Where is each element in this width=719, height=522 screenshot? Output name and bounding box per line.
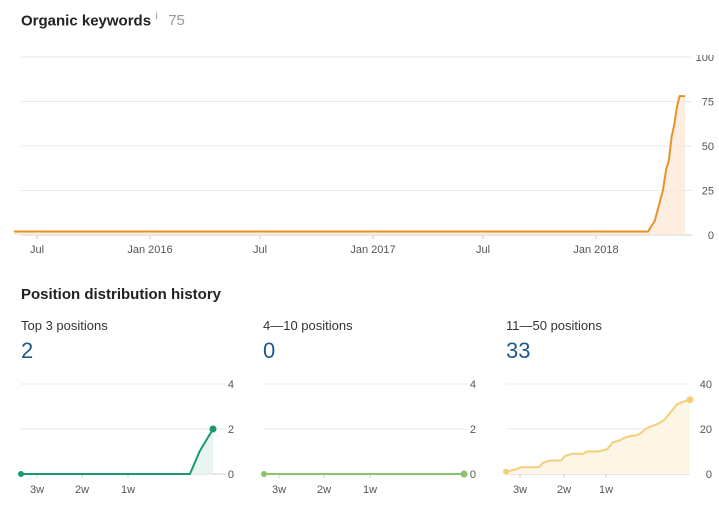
series-start-point [261,471,267,477]
y-tick-label: 75 [702,97,714,109]
y-tick-label: 20 [700,424,712,436]
y-tick-label: 2 [228,424,234,436]
x-tick-label: 1w [599,484,613,496]
x-tick-label: 2w [75,484,89,496]
top3-chart: 4 2 0 3w 2w 1w [18,379,234,496]
x-tick-label: 3w [513,484,527,496]
y-tick-label: 40 [700,379,712,391]
series-line [21,428,214,475]
y-tick-label: 4 [228,379,234,391]
position-distribution-title: Position distribution history [21,286,221,303]
pos4-10-value: 0 [263,338,276,363]
series-start-point [18,471,24,477]
organic-keywords-header: Organic keywords i 75 [21,11,185,30]
series-end-point [209,425,217,433]
organic-line [14,95,685,233]
y-tick-label: 0 [708,230,714,242]
y-tick-label: 100 [696,55,714,64]
x-tick-label: Jan 2017 [350,244,395,256]
pos11-50-value: 33 [506,338,531,363]
y-tick-label: 2 [470,424,476,436]
organic-keywords-count: 75 [168,12,185,30]
y-tick-label: 0 [706,469,712,481]
organic-keywords-chart: 100 75 50 25 0 Jul Jan 2016 Jul Jan 2017 Jul Jan 2… [14,55,714,256]
x-tick-label: 1w [363,484,377,496]
x-tick-label: Jul [476,244,490,256]
x-tick-label: 3w [30,484,44,496]
x-tick-label: 3w [272,484,286,496]
y-tick-label: 25 [702,186,714,198]
y-tick-label: 50 [702,141,714,153]
x-tick-label: 2w [557,484,571,496]
x-tick-label: 2w [317,484,331,496]
x-tick-label: 1w [121,484,135,496]
pos11-50-chart: 40 20 0 3w 2w 1w [503,379,712,496]
series-area [506,399,690,474]
series-end-point [460,470,468,478]
y-tick-label: 0 [228,469,234,481]
top3-label: Top 3 positions [21,318,108,333]
organic-area [14,96,685,235]
y-tick-label: 4 [470,379,476,391]
series-area [21,429,213,474]
top3-value: 2 [21,338,34,363]
series-line [505,398,691,473]
x-tick-label: Jul [253,244,267,256]
info-icon[interactable]: i [155,11,158,22]
pos4-10-chart: 4 2 0 3w 2w 1w [261,379,476,496]
y-tick-label: 0 [470,469,476,481]
organic-keywords-title: Organic keywords [21,12,152,30]
x-tick-label: Jan 2016 [127,244,172,256]
series-start-point [503,468,509,475]
series-end-point [686,396,694,404]
pos11-50-label: 11—50 positions [506,318,602,333]
pos4-10-label: 4—10 positions [263,318,353,333]
x-tick-label: Jul [30,244,44,256]
x-tick-label: Jan 2018 [573,244,618,256]
